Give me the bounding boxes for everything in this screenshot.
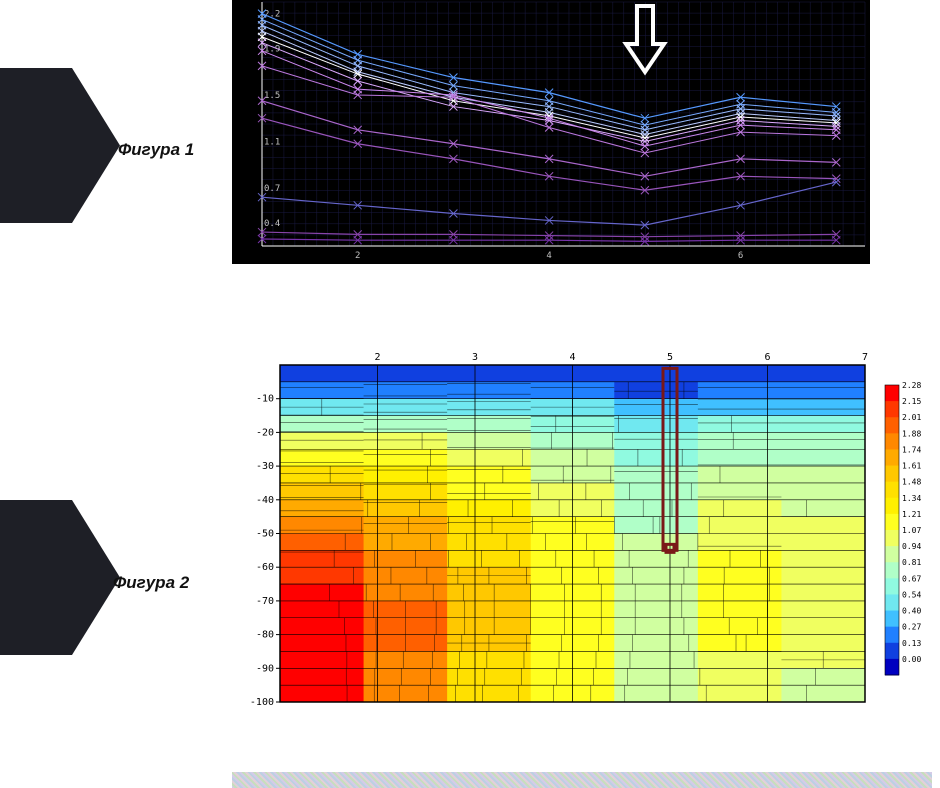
svg-text:1.21: 1.21 xyxy=(902,510,921,519)
svg-text:2.01: 2.01 xyxy=(902,413,921,422)
svg-text:1.88: 1.88 xyxy=(902,429,921,438)
svg-text:7: 7 xyxy=(862,352,868,363)
svg-text:4: 4 xyxy=(546,251,551,261)
svg-text:0.67: 0.67 xyxy=(902,574,921,583)
svg-text:1.48: 1.48 xyxy=(902,478,921,487)
svg-text:0.4: 0.4 xyxy=(264,219,280,229)
figure1-tag xyxy=(0,68,120,223)
svg-text:-90: -90 xyxy=(256,663,274,674)
svg-text:-30: -30 xyxy=(256,461,274,472)
svg-text:0.81: 0.81 xyxy=(902,558,921,567)
svg-text:2.15: 2.15 xyxy=(902,397,921,406)
svg-text:-80: -80 xyxy=(256,630,274,641)
svg-text:-60: -60 xyxy=(256,562,274,573)
figure1-chart: 0.40.71.11.51.92.2246 xyxy=(232,0,870,264)
svg-text:0.54: 0.54 xyxy=(902,590,921,599)
svg-text:1.61: 1.61 xyxy=(902,462,921,471)
svg-text:0.40: 0.40 xyxy=(902,607,921,616)
noise-strip xyxy=(232,772,932,788)
svg-text:1.07: 1.07 xyxy=(902,526,921,535)
svg-text:0.94: 0.94 xyxy=(902,542,921,551)
figure2-label: Фигура 2 xyxy=(113,573,189,593)
svg-text:6: 6 xyxy=(738,251,743,261)
svg-text:-40: -40 xyxy=(256,495,274,506)
svg-text:-10: -10 xyxy=(256,394,274,405)
svg-text:0.13: 0.13 xyxy=(902,639,921,648)
svg-text:1.34: 1.34 xyxy=(902,494,921,503)
svg-text:1.1: 1.1 xyxy=(264,137,280,147)
svg-text:0.27: 0.27 xyxy=(902,623,921,632)
svg-text:2: 2 xyxy=(355,251,360,261)
svg-text:5: 5 xyxy=(667,352,673,363)
figure2-chart: 2 3 4 5 6 7 -10 -20 -30 -40 -50 -60 -70 -80 -90 -100 2.2… xyxy=(232,347,932,712)
svg-text:-100: -100 xyxy=(250,697,274,708)
svg-text:1.5: 1.5 xyxy=(264,91,280,101)
svg-text:-20: -20 xyxy=(256,427,274,438)
svg-text:0.7: 0.7 xyxy=(264,184,280,194)
figure1-label: Фигура 1 xyxy=(118,140,194,160)
svg-text:-70: -70 xyxy=(256,596,274,607)
svg-text:2: 2 xyxy=(374,352,380,363)
down-arrow-annotation xyxy=(620,2,670,87)
svg-text:0.00: 0.00 xyxy=(902,655,921,664)
svg-text:1.74: 1.74 xyxy=(902,445,921,454)
figure2-tag xyxy=(0,500,120,655)
svg-text:2.28: 2.28 xyxy=(902,381,921,390)
svg-text:3: 3 xyxy=(472,352,478,363)
svg-text:4: 4 xyxy=(569,352,575,363)
svg-text:6: 6 xyxy=(764,352,770,363)
svg-text:-50: -50 xyxy=(256,529,274,540)
